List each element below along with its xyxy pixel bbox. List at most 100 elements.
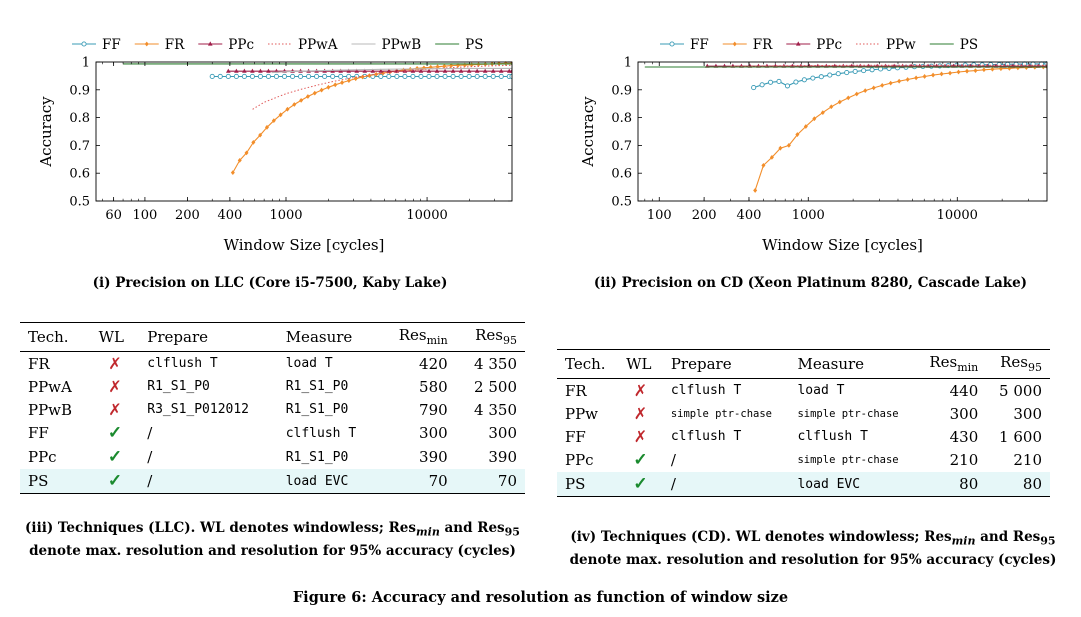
legend-label: FR [753, 37, 773, 53]
data-point [346, 73, 352, 80]
data-point [820, 110, 825, 115]
series-PPc [226, 68, 512, 73]
header-res-min: Resmin [929, 353, 979, 374]
data-point [354, 68, 360, 73]
cell-tech: FR [565, 381, 587, 400]
x-tick-label: 10000 [937, 208, 978, 223]
plot-frame [637, 61, 1048, 202]
table-row: PPwA ✗ R1_S1_P0 R1_S1_P0 580 2 500 [20, 375, 525, 398]
series-line [730, 64, 1047, 67]
check-icon: ✓ [618, 472, 663, 497]
cell-measure: clflush T [285, 425, 357, 441]
legend-label: FF [102, 37, 121, 53]
table-row: PPwB ✗ R3_S1_P012012 R1_S1_P0 790 4 350 [20, 398, 525, 421]
x-axis-title: Window Size [cycles] [762, 236, 923, 254]
cell-res-95: 80 [986, 472, 1050, 497]
data-point [418, 68, 424, 73]
data-point [753, 188, 758, 193]
cell-prepare: / [670, 451, 676, 469]
cell-res-min: 580 [419, 377, 448, 396]
data-point [474, 73, 480, 80]
x-tick-label: 100 [133, 208, 158, 223]
y-tick-label: 0.9 [69, 83, 90, 98]
legend-label: FR [165, 37, 185, 53]
cell-measure: simple ptr-chase [797, 407, 899, 420]
data-point [249, 73, 255, 80]
data-point [786, 143, 791, 148]
cell-tech: FF [565, 427, 586, 446]
legend-marker [144, 41, 149, 47]
cell-measure: load T [797, 383, 845, 398]
data-point [964, 68, 969, 74]
data-point [242, 68, 247, 73]
check-icon: ✓ [107, 423, 123, 443]
data-point [292, 102, 297, 107]
data-point [793, 79, 799, 85]
x-tick-label: 100 [647, 208, 672, 223]
data-point [225, 73, 231, 80]
data-point [812, 116, 817, 122]
cell-prepare: clflush T [670, 429, 742, 444]
cell-res-95: 390 [488, 448, 517, 466]
cell-res-95: 1 600 [999, 427, 1042, 446]
table-row: PS ✓ / load EVC 70 70 [20, 469, 525, 494]
data-point [299, 97, 304, 103]
data-point [338, 73, 344, 80]
data-point [914, 75, 919, 81]
data-point [498, 68, 504, 73]
data-point [258, 132, 263, 138]
table-1-caption: (iii) Techniques (LLC). WL denotes windo… [25, 520, 520, 559]
data-point [837, 99, 842, 105]
legend-marker [669, 41, 675, 47]
data-point [374, 71, 379, 77]
data-point [234, 68, 239, 73]
cell-measure: R1_S1_P0 [285, 402, 349, 417]
data-point [266, 68, 271, 73]
data-point [751, 85, 757, 91]
cell-measure: load EVC [789, 472, 917, 497]
data-point [418, 73, 424, 80]
data-point [353, 76, 358, 82]
legend-label: PPwB [382, 37, 422, 53]
check-icon: ✓ [633, 450, 648, 470]
data-point [442, 73, 448, 80]
cross-icon: ✗ [633, 427, 648, 446]
cell-prepare: simple ptr-chase [670, 407, 772, 420]
series-line [232, 62, 512, 173]
table-2-caption: (iv) Techniques (CD). WL denotes windowl… [569, 529, 1057, 568]
techniques-table-llc: Tech. WL Prepare Measure Resmin Res95 FR… [20, 322, 525, 494]
table-row: PS ✓ / load EVC 80 80 [557, 472, 1050, 497]
data-point [312, 90, 317, 96]
cell-res-95: 2 500 [474, 377, 517, 396]
cross-icon: ✗ [108, 377, 122, 396]
cell-res-95: 300 [488, 424, 517, 442]
table-row: PPw ✗ simple ptr-chase simple ptr-chase 300 3… [557, 402, 1050, 425]
data-point [346, 78, 351, 84]
y-tick-label: 0.7 [69, 139, 90, 154]
data-point [322, 73, 328, 80]
figure-caption: Figure 6: Accuracy and resolution as fun… [292, 589, 789, 606]
data-point [466, 73, 472, 80]
data-point [482, 73, 488, 80]
data-point [434, 68, 440, 73]
data-point [761, 163, 766, 168]
y-tick-label: 1 [624, 56, 632, 71]
data-point [209, 73, 215, 80]
cross-icon: ✗ [108, 400, 122, 419]
cell-tech: FR [28, 354, 50, 373]
data-point [434, 73, 440, 80]
cross-icon: ✗ [633, 381, 648, 400]
series-PPwB [271, 67, 512, 74]
x-tick-label: 1000 [269, 208, 302, 223]
y-tick-label: 0.6 [69, 167, 90, 182]
data-point [810, 75, 816, 81]
data-point [442, 68, 448, 73]
legend-marker [207, 41, 213, 46]
data-point [285, 106, 290, 112]
plot-frame [95, 61, 513, 202]
header-wl: WL [98, 327, 124, 346]
data-point [846, 95, 851, 101]
data-point [340, 80, 345, 85]
data-point [281, 73, 288, 80]
legend-label: PPc [228, 37, 254, 53]
